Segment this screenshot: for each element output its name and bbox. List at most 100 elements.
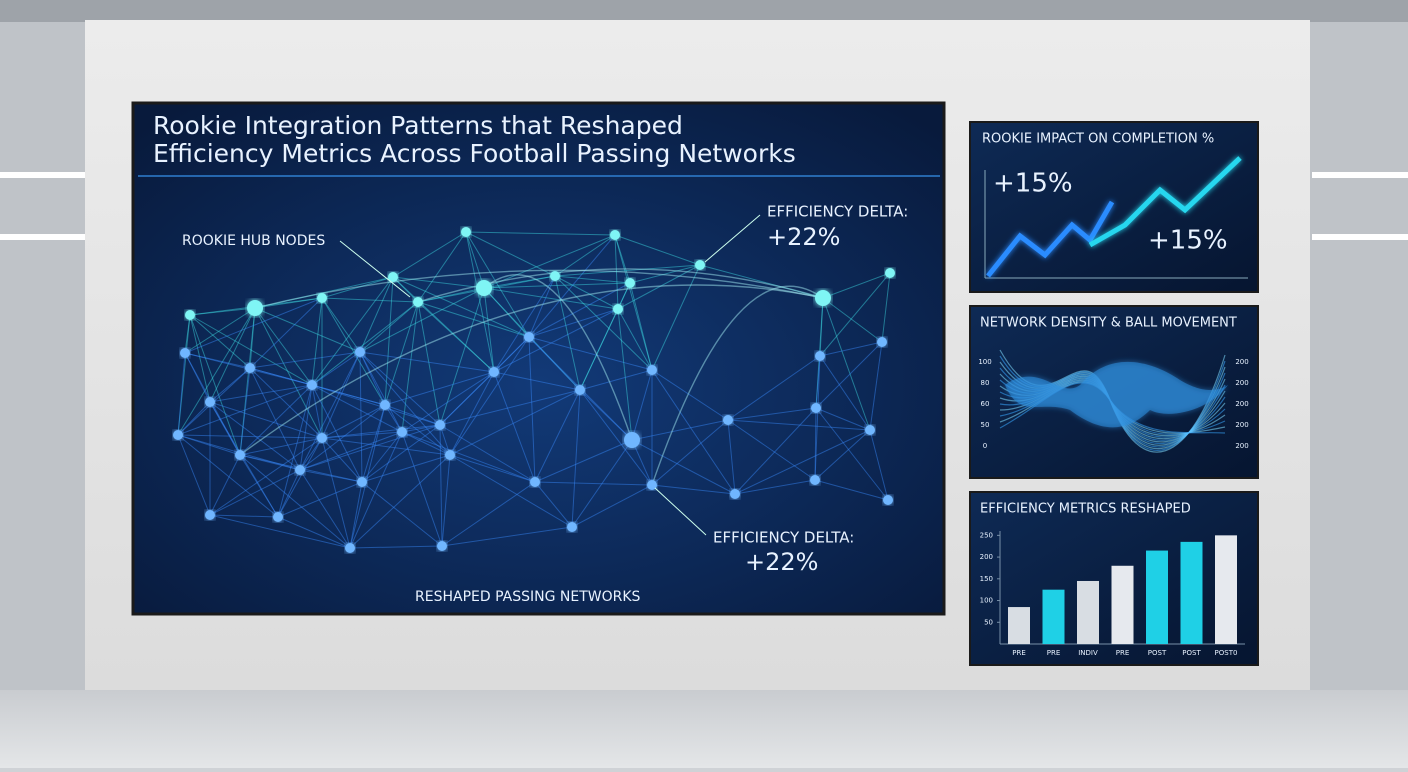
network-edge <box>631 439 653 486</box>
network-edge <box>417 231 467 303</box>
x-tick-label: PRE <box>1116 649 1130 657</box>
network-node <box>307 380 317 390</box>
network-edge <box>177 434 279 518</box>
network-edge <box>483 234 616 289</box>
network-edge <box>554 275 653 371</box>
network-edge <box>311 384 386 406</box>
ceiling-light <box>0 172 85 178</box>
x-tick-label: POST0 <box>1215 649 1238 657</box>
network-edge <box>321 351 361 439</box>
network-edge <box>177 434 211 516</box>
network-edge <box>209 401 323 439</box>
network-edge <box>534 481 653 486</box>
network-edge <box>359 351 441 426</box>
network-edge <box>321 297 386 406</box>
network-edge <box>209 469 301 516</box>
network-edge <box>249 351 361 369</box>
network-edge <box>311 384 441 426</box>
network-edge <box>441 454 451 547</box>
network-edge <box>209 384 313 403</box>
network-edge <box>349 454 451 549</box>
network-node <box>435 420 445 430</box>
network-edge <box>528 336 581 391</box>
network-edge <box>361 431 403 483</box>
network-edge <box>184 352 251 369</box>
network-edge <box>361 424 441 483</box>
network-edge <box>483 282 631 289</box>
network-edge <box>629 282 653 371</box>
density-tick: 200 <box>1235 379 1248 387</box>
network-edge <box>277 437 323 518</box>
network-edge <box>814 355 821 481</box>
network-edge <box>321 437 363 483</box>
network-node <box>567 522 577 532</box>
network-edge <box>439 424 451 456</box>
network-node <box>173 430 183 440</box>
network-edge <box>483 287 495 373</box>
network-edge <box>493 275 556 373</box>
network-edge <box>439 287 485 426</box>
network-edge <box>184 307 256 354</box>
network-edge <box>465 231 556 277</box>
network-edge <box>439 389 581 426</box>
network-edge <box>184 352 211 403</box>
network-edge <box>209 401 279 518</box>
network-edge <box>554 234 616 277</box>
y-tick-label: 50 <box>984 618 993 626</box>
network-node <box>235 450 245 460</box>
network-node <box>625 278 635 288</box>
trend-line <box>1088 156 1242 248</box>
network-node <box>883 495 893 505</box>
x-tick-label: PRE <box>1047 649 1061 657</box>
network-node <box>273 512 283 522</box>
network-edge <box>465 231 485 289</box>
network-edge <box>349 481 363 549</box>
network-edge <box>814 429 871 481</box>
completion-value: +15% <box>993 169 1073 199</box>
y-tick-label: 100 <box>980 597 993 605</box>
network-node <box>245 363 255 373</box>
network-edge <box>727 419 871 431</box>
network-edge <box>311 301 419 386</box>
network-edge <box>249 297 323 369</box>
network-edge <box>439 424 443 547</box>
density-tick: 0 <box>983 442 987 450</box>
density-tick: 100 <box>978 358 991 366</box>
x-tick-label: PRE <box>1012 649 1026 657</box>
main-title: Rookie Integration Patterns that Reshape… <box>153 111 683 140</box>
network-edge <box>465 231 616 236</box>
network-edge <box>651 419 729 486</box>
network-edge <box>814 479 889 501</box>
network-node <box>185 310 195 320</box>
network-edge <box>299 469 363 483</box>
network-edge <box>814 407 817 481</box>
density-tick: 200 <box>1235 442 1248 450</box>
network-edge <box>483 287 530 338</box>
network-edge <box>554 264 701 277</box>
network-node <box>205 397 215 407</box>
network-node <box>815 351 825 361</box>
network-edge <box>239 307 256 456</box>
network-node <box>355 347 365 357</box>
network-edge <box>249 307 256 369</box>
callout <box>339 240 411 298</box>
panel-title: NETWORK DENSITY & BALL MOVEMENT <box>980 316 1237 331</box>
network-edge <box>189 314 241 456</box>
network-edge <box>189 314 313 386</box>
network-edge <box>439 371 495 426</box>
network-edge <box>727 419 816 481</box>
network-node <box>877 337 887 347</box>
ceiling-light <box>1312 172 1408 178</box>
x-tick-label: POST <box>1182 649 1201 657</box>
network-node <box>247 300 263 316</box>
network-edge <box>359 351 403 433</box>
network-node <box>295 465 305 475</box>
network-edge <box>614 234 653 371</box>
network-edge <box>734 479 816 495</box>
density-tick: 200 <box>1235 400 1248 408</box>
bar <box>1042 589 1065 644</box>
delta-label: EFFICIENCY DELTA: <box>713 529 854 547</box>
bar <box>1215 535 1237 644</box>
network-node <box>530 477 540 487</box>
network-edge <box>209 401 241 456</box>
